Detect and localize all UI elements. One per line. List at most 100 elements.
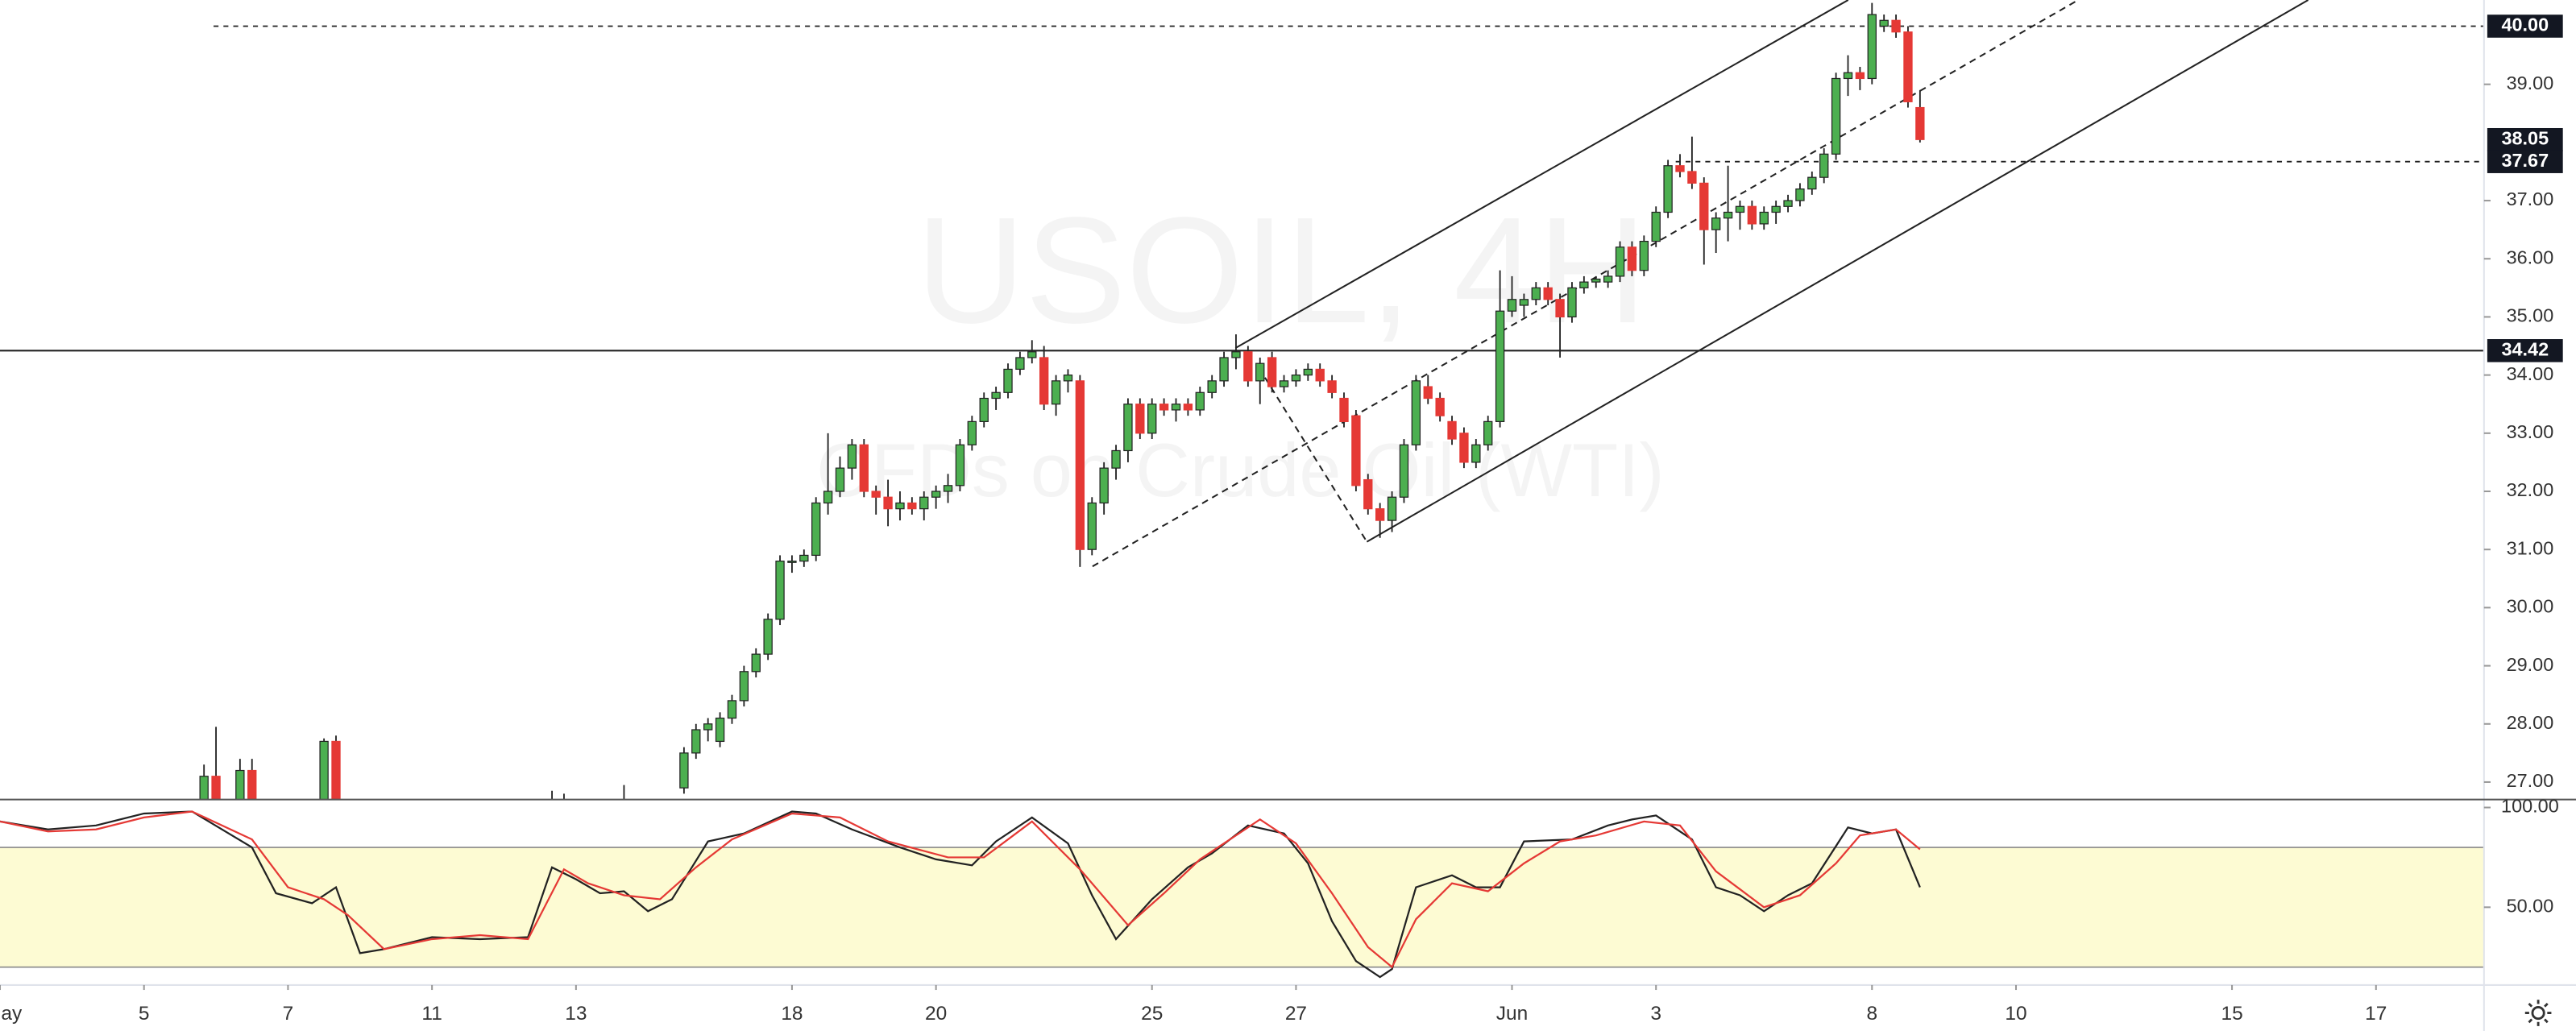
candle-body <box>1831 77 1841 155</box>
candle-body <box>991 391 1001 400</box>
x-tick-label: 20 <box>925 1003 947 1025</box>
candle-body <box>1111 449 1121 469</box>
overbought-oversold-band <box>0 847 2484 967</box>
candle-body <box>1207 380 1217 393</box>
x-tick-label: 5 <box>139 1003 150 1025</box>
candle-body <box>1051 380 1061 405</box>
price-label: 34.42 <box>2501 338 2549 359</box>
y-tick-label: 34.00 <box>2507 363 2554 384</box>
y-tick-label: 29.00 <box>2507 654 2554 675</box>
watermark-title: USOIL, 4H <box>916 185 1647 354</box>
candle-body <box>1099 467 1109 504</box>
drawings <box>1092 0 2309 568</box>
candle-body <box>1591 278 1601 283</box>
candle-body <box>1015 357 1025 371</box>
candle-body <box>1279 380 1289 387</box>
candle-body <box>1183 404 1193 411</box>
x-tick-label: 7 <box>283 1003 294 1025</box>
candle-body <box>1159 404 1169 411</box>
candle-body <box>1699 182 1709 230</box>
candle-body <box>823 491 833 504</box>
y-tick-label: 35.00 <box>2507 305 2554 326</box>
candle-body <box>1327 380 1337 393</box>
candle-body <box>1915 106 1925 140</box>
candle-body <box>1039 357 1049 405</box>
channel-lower <box>1366 0 2309 543</box>
candle-body <box>787 561 797 563</box>
candle-body <box>799 554 809 562</box>
candle-body <box>1723 211 1733 219</box>
candle-body <box>1387 496 1397 521</box>
candle-body <box>1795 188 1805 201</box>
candle-body <box>1735 205 1745 213</box>
candle-body <box>763 619 773 655</box>
candle-body <box>775 561 785 620</box>
candle-body <box>1807 176 1817 190</box>
stochastic-line <box>0 810 1921 969</box>
candle-body <box>871 491 881 498</box>
candle-body <box>919 496 929 510</box>
price-label: 37.67 <box>2501 150 2549 171</box>
candle-body <box>751 653 761 673</box>
y-tick-label: 28.00 <box>2507 712 2554 733</box>
candle-body <box>1507 299 1517 312</box>
candle-body <box>1063 375 1073 382</box>
x-tick-label: 17 <box>2365 1003 2387 1025</box>
candle-body <box>1375 508 1385 521</box>
candle-body <box>1819 153 1829 178</box>
x-tick-label: 11 <box>421 1003 442 1025</box>
candle-body <box>955 444 965 487</box>
candle-body <box>1447 420 1457 440</box>
candle-body <box>1459 433 1469 463</box>
settings-icon[interactable] <box>2524 1000 2552 1026</box>
candle-body <box>1543 287 1553 300</box>
y-tick-label: 37.00 <box>2507 188 2554 209</box>
candle-body <box>1411 380 1421 445</box>
candle-body <box>715 717 725 743</box>
candle-body <box>1195 391 1205 411</box>
y-tick-label: 50.00 <box>2507 896 2554 917</box>
x-tick-label: ay <box>1 1003 23 1025</box>
candle-body <box>1075 380 1085 550</box>
price-label-box <box>2487 127 2563 151</box>
candle-body <box>1663 165 1673 213</box>
candle-body <box>1843 72 1853 80</box>
candle-body <box>835 467 845 492</box>
stochastic-band-layer <box>0 847 2484 968</box>
candle-body <box>1399 444 1409 498</box>
candle-body <box>1891 19 1901 33</box>
candle-body <box>703 723 713 731</box>
x-tick-label: 27 <box>1285 1003 1307 1025</box>
candle-body <box>967 420 977 445</box>
candle-body <box>1471 444 1481 463</box>
price-label: 40.00 <box>2501 14 2549 35</box>
candle-body <box>1147 404 1157 434</box>
candle-body <box>1579 281 1589 288</box>
y-tick-label: 31.00 <box>2507 537 2554 558</box>
x-tick-label: Jun <box>1496 1003 1528 1025</box>
candle-body <box>1855 72 1865 80</box>
candle-body <box>1003 368 1013 393</box>
candle-body <box>1675 165 1685 172</box>
candle-body <box>1603 275 1613 283</box>
candle-body <box>1087 502 1097 550</box>
candle-body <box>1303 368 1313 376</box>
candle-body <box>847 444 857 469</box>
candle-body <box>1027 351 1037 358</box>
candle-body <box>1567 287 1577 318</box>
candle-body <box>1903 31 1913 102</box>
pivot-leg <box>1264 377 1368 543</box>
candle-body <box>1783 200 1793 207</box>
x-tick-label: 15 <box>2221 1003 2242 1025</box>
y-tick-label: 27.00 <box>2507 770 2554 791</box>
candle-body <box>1747 205 1757 225</box>
stochastic-pane <box>0 810 1921 979</box>
candle-body <box>1315 368 1325 382</box>
candle-body <box>1759 211 1769 225</box>
candle-body <box>1483 420 1493 445</box>
candle-body <box>1339 397 1349 422</box>
candle-body <box>691 729 701 754</box>
axes: ay 5 7 11 13 18 20 25 27 Jun 3 8 10 15 17 27.00 28.00 29.… <box>0 14 2563 1025</box>
y-tick-label: 39.00 <box>2507 72 2554 93</box>
candle-body <box>1219 357 1229 382</box>
